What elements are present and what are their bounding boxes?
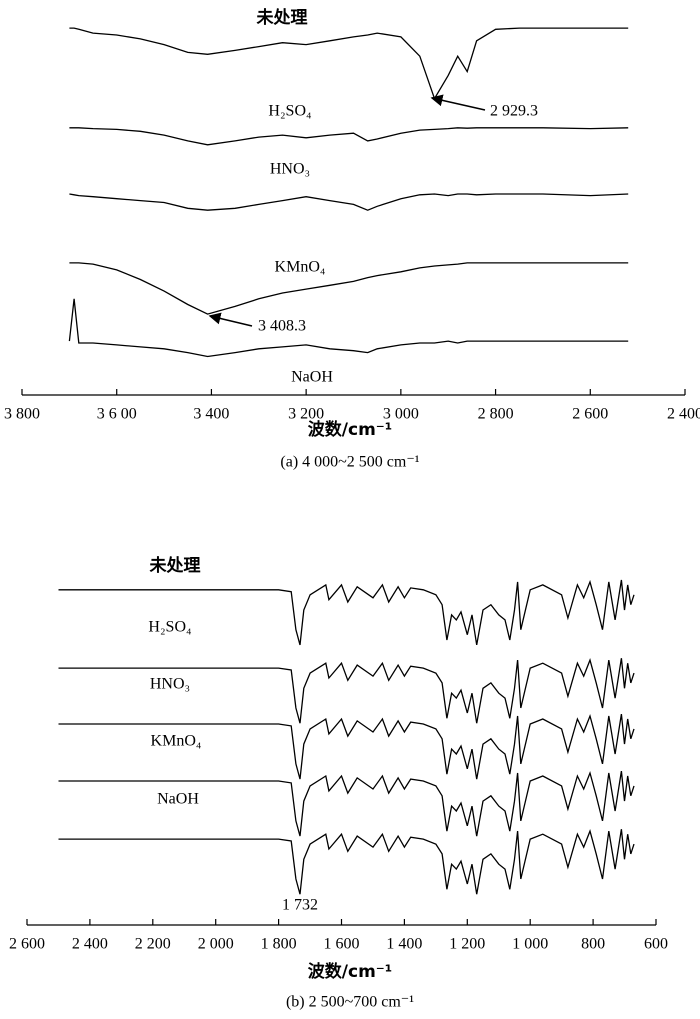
caption: (b) 2 500~700 cm⁻¹ xyxy=(286,994,414,1011)
x-axis-label: 波数/cm⁻¹ xyxy=(308,961,392,982)
x-tick-label: 1 600 xyxy=(324,936,360,953)
x-tick-label: 2 600 xyxy=(572,406,608,423)
x-tick-label: 3 200 xyxy=(288,406,324,423)
annotation-arrow xyxy=(430,94,486,111)
x-tick-label: 2 200 xyxy=(135,936,171,953)
series-label: 未处理 xyxy=(256,7,308,28)
caption: (a) 4 000~2 500 cm⁻¹ xyxy=(280,454,419,471)
x-axis-label: 波数/cm⁻¹ xyxy=(308,419,392,440)
series-label: H₂SO₄ xyxy=(148,619,192,636)
spectrum-line xyxy=(58,579,635,646)
x-tick-label: 2 400 xyxy=(72,936,108,953)
x-tick-label: 2 400 xyxy=(667,406,700,423)
annotation-arrow xyxy=(208,312,253,327)
annotation: 2 929.3 xyxy=(490,103,538,120)
x-tick-label: 3 6 00 xyxy=(97,406,137,423)
spectrum-line xyxy=(58,829,635,895)
spectrum-line xyxy=(58,770,635,837)
annotation: 1 732 xyxy=(282,897,318,914)
spectrum-line xyxy=(69,27,629,101)
series-label: H₂SO₄ xyxy=(268,103,312,120)
spectrum-line xyxy=(69,127,629,146)
x-tick-label: 3 000 xyxy=(383,406,419,423)
series-label: HNO₃ xyxy=(150,676,190,693)
x-tick-label: 3 800 xyxy=(4,406,40,423)
series-label: NaOH xyxy=(157,791,199,808)
series-label: 未处理 xyxy=(149,555,201,576)
x-tick-label: 2 800 xyxy=(478,406,514,423)
x-tick-label: 1 800 xyxy=(261,936,297,953)
x-tick-label: 2 000 xyxy=(198,936,234,953)
series-label: HNO₃ xyxy=(270,161,310,178)
x-tick-label: 1 200 xyxy=(449,936,485,953)
x-tick-label: 1 400 xyxy=(386,936,422,953)
x-tick-label: 3 400 xyxy=(193,406,229,423)
x-tick-label: 600 xyxy=(644,936,668,953)
series-label: KMnO₄ xyxy=(151,733,202,750)
spectrum-line xyxy=(69,193,629,211)
series-label: NaOH xyxy=(291,369,333,386)
x-tick-label: 1 000 xyxy=(512,936,548,953)
spectrum-line xyxy=(58,658,635,724)
spectrum-line xyxy=(58,713,635,780)
spectrum-line xyxy=(68,298,629,358)
x-tick-label: 800 xyxy=(581,936,605,953)
x-tick-label: 2 600 xyxy=(9,936,45,953)
annotation: 3 408.3 xyxy=(258,318,306,335)
spectrum-line xyxy=(69,262,629,315)
series-label: KMnO₄ xyxy=(275,259,326,276)
